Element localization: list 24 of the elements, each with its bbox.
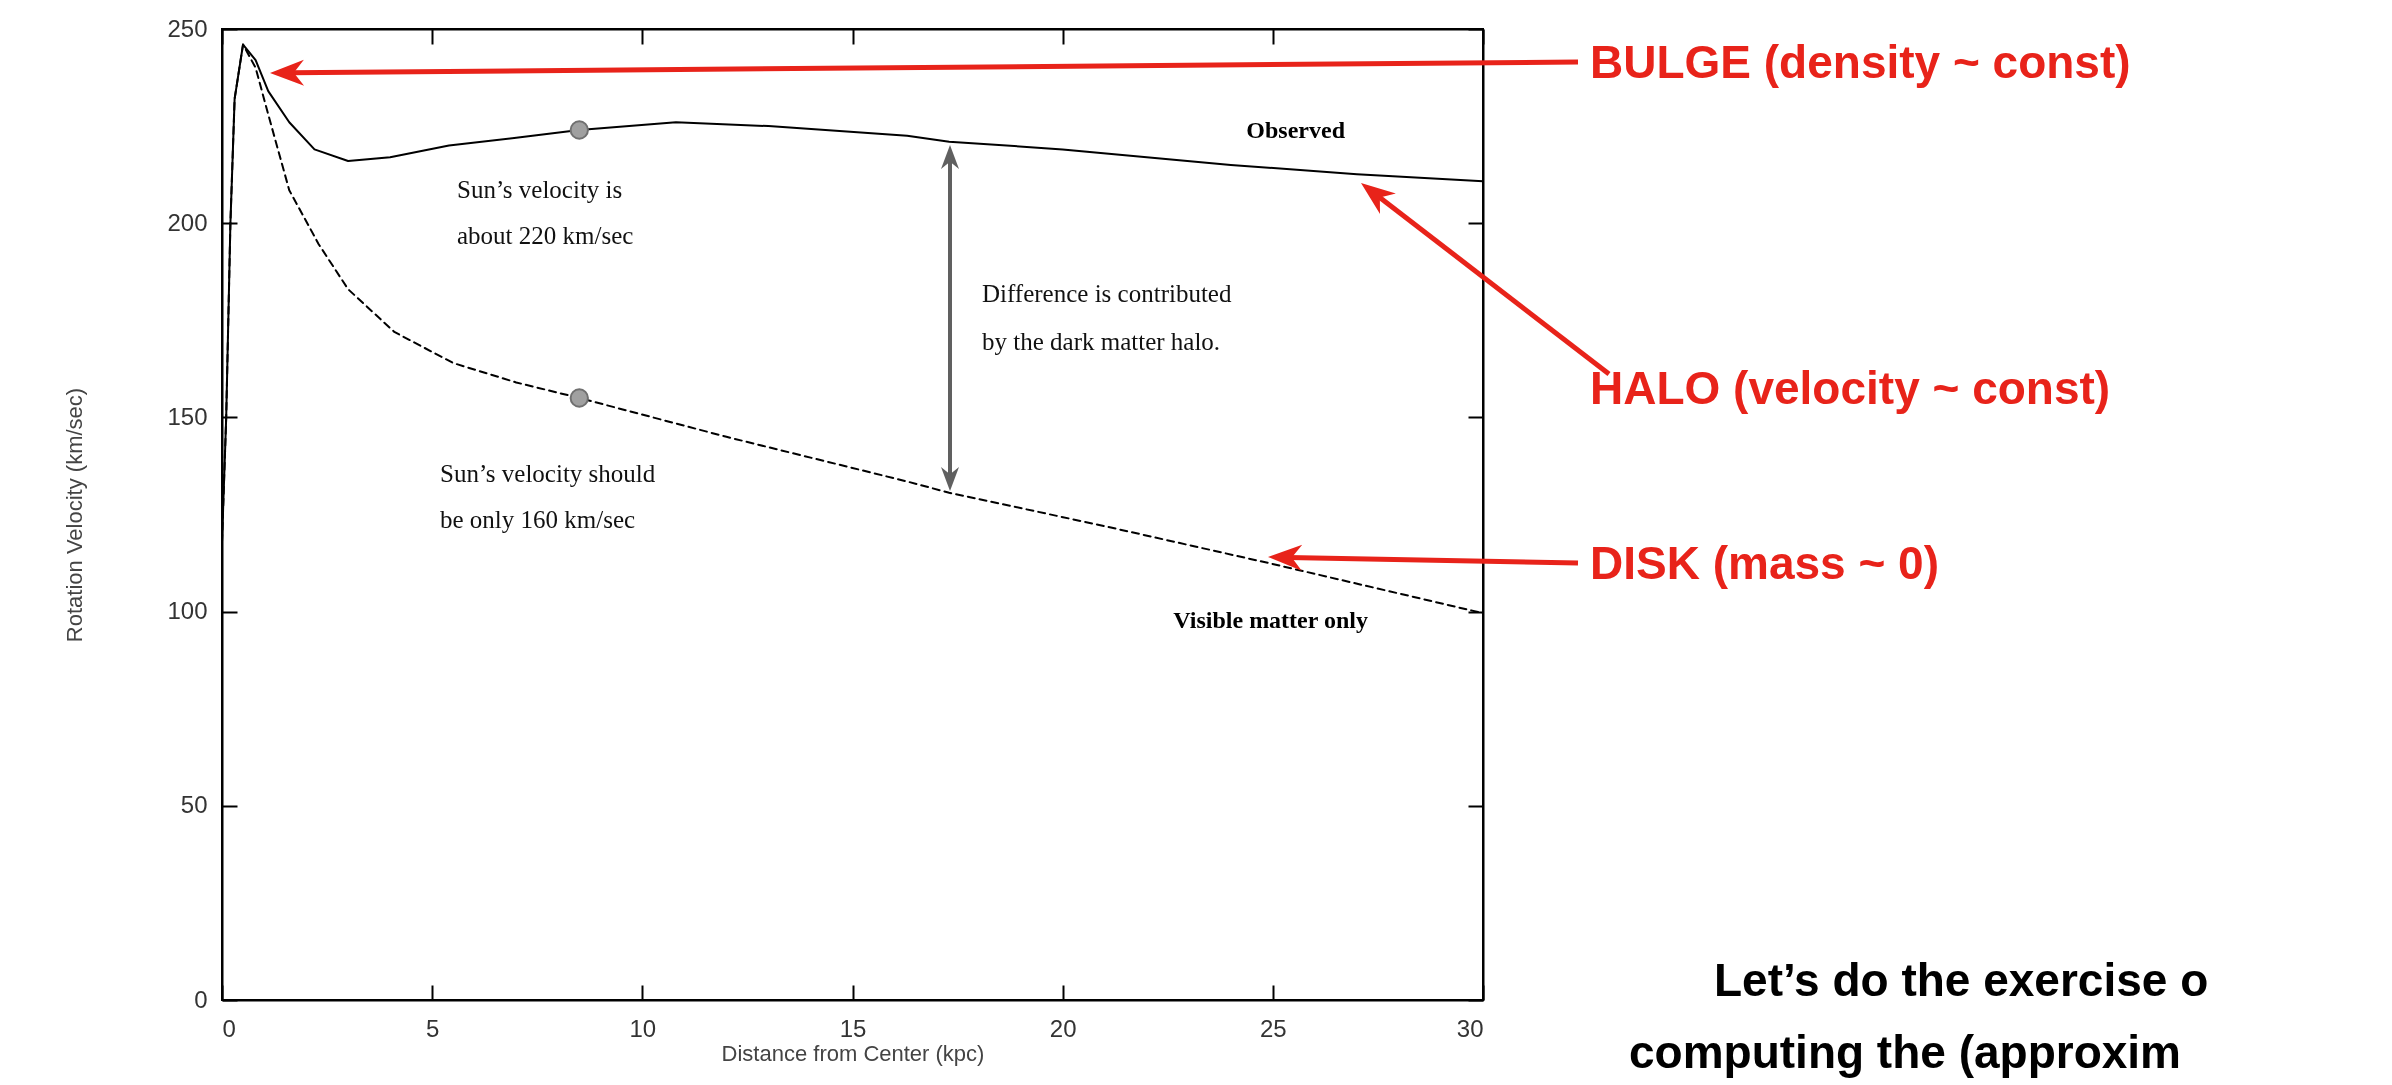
x-tick-label: 5 [425,1014,440,1042]
text: Let’s do the exercise o computing the (approxim [1629,954,2209,1078]
text: HALO (velocity ~ const) [1590,362,2111,414]
y-tick-label: 250 [167,14,208,42]
y-tick-label: 0 [194,985,208,1013]
annotation: Sun’s velocity should be only 160 km/sec [440,460,656,533]
y-tick-label: 200 [167,208,208,236]
annotation: Difference is contributed by the dark matter halo. [982,280,1232,355]
y-tick-label: 100 [167,597,208,625]
y-tick-label: 50 [180,791,208,819]
y-axis-title: Rotation Velocity (km/sec) [62,387,88,643]
x-tick-label: 30 [1456,1014,1484,1042]
text: BULGE (density ~ const) [1590,36,2131,88]
x-tick-label: 0 [222,1014,236,1042]
x-tick-label: 25 [1259,1014,1287,1042]
series-label: Visible matter only [1173,607,1368,634]
y-tick-label: 150 [167,402,208,430]
annotation: Sun’s velocity is about 220 km/sec [457,176,634,249]
x-tick-label: 20 [1049,1014,1077,1042]
x-tick-label: 15 [839,1014,867,1042]
x-axis-title: Distance from Center (kpc) [721,1040,985,1066]
series-label: Observed [1246,117,1346,144]
x-tick-label: 10 [629,1014,657,1042]
text: DISK (mass ~ 0) [1590,537,1939,589]
